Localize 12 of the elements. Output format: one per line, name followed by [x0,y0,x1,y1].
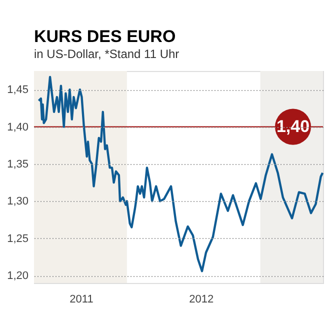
chart-subtitle: in US-Dollar, *Stand 11 Uhr [34,47,180,61]
chart-title: KURS DES EURO [34,27,176,46]
y-tick-label: 1,40 [7,121,28,134]
line-series [38,76,324,272]
y-tick-label: 1,30 [7,196,28,208]
x-tick-label: 2012 [189,294,214,306]
y-tick-label: 1,25 [7,232,28,245]
ref-line-label: 1,40 [276,116,310,136]
y-tick-label: 1,45 [7,84,28,96]
y-tick-label: 1,35 [7,158,28,170]
x-tick-label: 2011 [70,294,94,306]
y-tick-label: 1,20 [7,270,28,282]
